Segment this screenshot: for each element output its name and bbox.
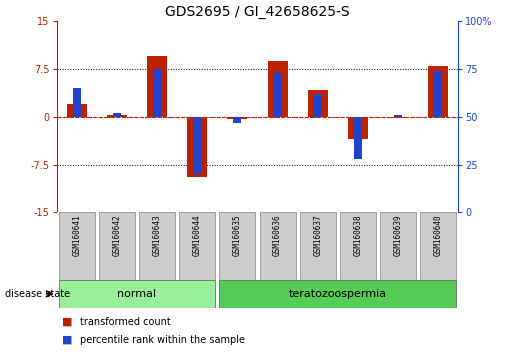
Bar [187,117,208,177]
Bar [228,117,248,119]
Bar [434,71,442,117]
Bar [139,212,175,280]
Title: GDS2695 / GI_42658625-S: GDS2695 / GI_42658625-S [165,5,350,19]
Bar [260,212,296,280]
Text: GSM160643: GSM160643 [152,215,162,256]
Bar [380,212,416,280]
Bar [340,212,376,280]
Text: normal: normal [117,289,157,299]
Bar [179,212,215,280]
Bar [420,212,456,280]
Bar [308,90,328,117]
Bar [219,280,456,308]
Text: GSM160636: GSM160636 [273,215,282,256]
Bar [219,212,255,280]
Bar [147,56,167,117]
Bar [233,117,242,122]
Bar [388,117,408,118]
Text: GSM160641: GSM160641 [72,215,81,256]
Bar [348,117,368,139]
Text: disease state: disease state [5,289,70,299]
Text: ■: ■ [62,335,72,345]
Text: GSM160639: GSM160639 [393,215,403,256]
Text: GSM160644: GSM160644 [193,215,202,256]
Text: GSM160635: GSM160635 [233,215,242,256]
Text: percentile rank within the sample: percentile rank within the sample [80,335,245,345]
Text: teratozoospermia: teratozoospermia [289,289,387,299]
Bar [394,115,402,117]
Bar [113,113,121,117]
Bar [268,61,287,117]
Text: GSM160637: GSM160637 [313,215,322,256]
Text: GSM160638: GSM160638 [353,215,363,256]
Bar [428,66,448,117]
Bar [314,94,322,117]
Bar [59,212,95,280]
Bar [99,212,135,280]
Bar [273,73,282,117]
Bar [73,88,81,117]
Bar [354,117,362,159]
Bar [153,69,161,117]
Text: GSM160642: GSM160642 [112,215,122,256]
Bar [300,212,336,280]
Text: transformed count: transformed count [80,317,170,327]
Bar [59,280,215,308]
Bar [193,117,201,174]
Text: ■: ■ [62,317,72,327]
Text: GSM160640: GSM160640 [434,215,443,256]
Bar [107,115,127,117]
Bar [66,104,87,117]
